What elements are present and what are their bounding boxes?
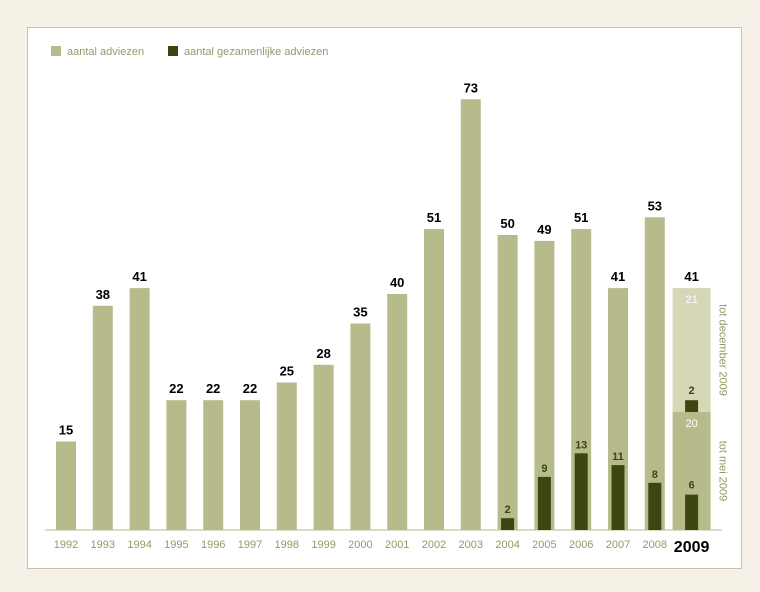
bar-adviezen-2009-tot-december [672, 288, 711, 412]
x-tick-2000: 2000 [348, 539, 372, 551]
bar-adviezen-2002 [424, 229, 444, 530]
bar-adviezen-1998 [276, 382, 297, 530]
legend: aantal adviezen aantal gezamenlijke advi… [51, 46, 328, 58]
bar-adviezen-2005 [534, 240, 555, 530]
x-tick-1994: 1994 [127, 539, 151, 551]
bar-adviezen-1997 [240, 400, 260, 530]
x-tick-1995: 1995 [164, 539, 188, 551]
value-label-1998: 25 [280, 364, 294, 379]
joint-label-2009-tot-december: 2 [689, 385, 695, 397]
legend-label-gezamenlijk: aantal gezamenlijke adviezen [184, 46, 328, 58]
x-tick-2001: 2001 [385, 539, 409, 551]
bar-adviezen-1993 [92, 305, 113, 530]
x-tick-1998: 1998 [275, 539, 299, 551]
bar-adviezen-2003 [460, 99, 481, 531]
x-tick-2002: 2002 [422, 539, 446, 551]
value-label-2007: 41 [611, 269, 625, 284]
value-label-2000: 35 [353, 305, 367, 320]
bar-gezamenlijk-2009-tot-mei [685, 494, 699, 530]
bar-adviezen-2004 [497, 235, 518, 530]
joint-label-2008: 8 [652, 469, 658, 481]
legend-swatch-adviezen [51, 46, 61, 56]
value-label-2008: 53 [648, 198, 662, 213]
bar-adviezen-1994 [129, 288, 150, 530]
x-tick-1992: 1992 [54, 539, 78, 551]
joint-label-2009-tot-mei: 6 [689, 480, 695, 492]
value-label-1994: 41 [132, 269, 146, 284]
joint-label-2004: 2 [505, 504, 511, 516]
joint-label-2005: 9 [541, 463, 547, 475]
bars-group: 1519923819934119942219952219962219972519… [54, 80, 729, 556]
bar-adviezen-2001 [387, 294, 408, 530]
value-label-2006: 51 [574, 210, 588, 225]
value-label-1992: 15 [59, 423, 73, 438]
value-label-1996: 22 [206, 381, 220, 396]
bar-adviezen-1992 [56, 441, 76, 530]
x-tick-1997: 1997 [238, 539, 262, 551]
bar-gezamenlijk-2009-tot-december [685, 400, 699, 412]
value-label-2009: 41 [684, 269, 698, 284]
bar-gezamenlijk-2007 [611, 465, 625, 530]
segment-label-tot-december: 21 [685, 294, 697, 306]
x-tick-1999: 1999 [311, 539, 335, 551]
bar-gezamenlijk-2004 [501, 518, 515, 530]
bar-adviezen-1995 [166, 400, 187, 530]
x-tick-2004: 2004 [495, 539, 519, 551]
x-tick-2006: 2006 [569, 539, 593, 551]
x-tick-2005: 2005 [532, 539, 556, 551]
value-label-1997: 22 [243, 381, 257, 396]
bar-gezamenlijk-2006 [574, 453, 588, 530]
bar-adviezen-1996 [203, 400, 224, 530]
segment-label-tot-mei: 20 [685, 418, 697, 430]
x-tick-1993: 1993 [91, 539, 115, 551]
x-tick-2007: 2007 [606, 539, 630, 551]
value-label-1993: 38 [96, 287, 110, 302]
value-label-1999: 28 [316, 346, 330, 361]
value-label-2005: 49 [537, 222, 551, 237]
value-label-2004: 50 [500, 216, 514, 231]
legend-swatch-gezamenlijk [168, 46, 178, 56]
value-label-2002: 51 [427, 210, 441, 225]
bar-adviezen-2008 [644, 217, 665, 531]
legend-label-adviezen: aantal adviezen [67, 46, 144, 58]
side-note-tot-mei: tot mei 2009 [717, 441, 729, 502]
value-label-2003: 73 [464, 80, 478, 95]
bar-adviezen-1999 [313, 364, 334, 530]
x-tick-2008: 2008 [643, 539, 667, 551]
bar-gezamenlijk-2008 [648, 482, 662, 530]
x-tick-1996: 1996 [201, 539, 225, 551]
side-note-tot-december: tot december 2009 [717, 304, 729, 396]
joint-label-2007: 11 [612, 451, 624, 463]
value-label-2001: 40 [390, 275, 404, 290]
value-label-1995: 22 [169, 381, 183, 396]
x-tick-2003: 2003 [459, 539, 483, 551]
bar-adviezen-2000 [350, 323, 371, 530]
bar-gezamenlijk-2005 [537, 476, 551, 530]
x-tick-2009: 2009 [674, 539, 710, 556]
joint-label-2006: 13 [575, 439, 587, 451]
